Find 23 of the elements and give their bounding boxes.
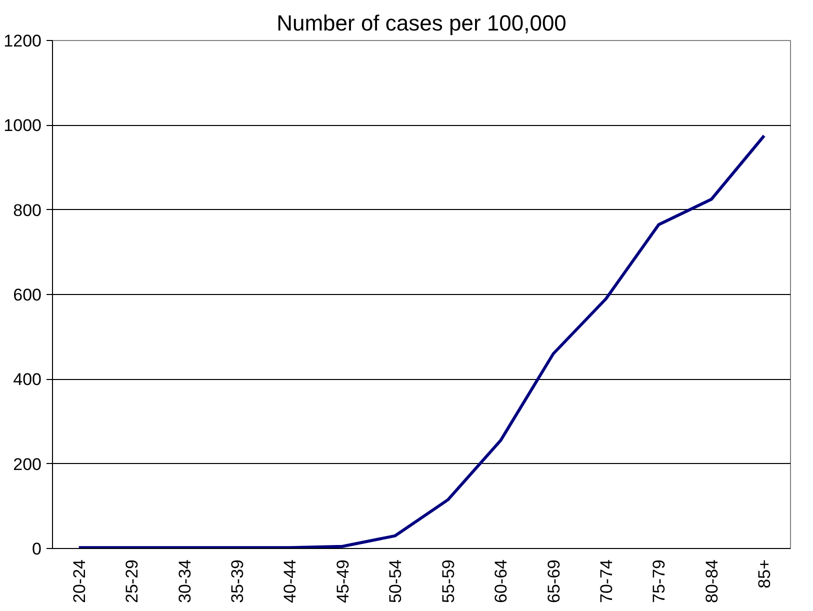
x-tick-label: 25-29 — [122, 559, 142, 603]
x-tick-label: 65-69 — [544, 559, 564, 603]
x-tick-label: 70-74 — [597, 559, 616, 603]
x-tick-label: 60-64 — [492, 559, 511, 603]
y-tick-label: 1200 — [4, 32, 42, 50]
y-tick-label: 600 — [13, 286, 42, 304]
x-tick-label: 75-79 — [650, 559, 669, 603]
y-tick-label: 800 — [13, 200, 42, 220]
x-tick-label: 50-54 — [386, 559, 406, 603]
x-tick-label: 40-44 — [280, 559, 300, 603]
x-tick-label: 20-24 — [70, 559, 89, 603]
x-tick-label: 55-59 — [438, 559, 458, 603]
y-tick-label: 1000 — [4, 116, 42, 136]
chart-title: Number of cases per 100,000 — [276, 10, 566, 36]
x-tick-label: 45-49 — [333, 559, 352, 603]
x-tick-label: 85+ — [755, 559, 774, 588]
y-tick-label: 200 — [13, 454, 42, 474]
x-tick-label: 35-39 — [228, 559, 247, 603]
y-tick-label: 0 — [32, 540, 42, 558]
x-tick-label: 30-34 — [175, 559, 194, 603]
line-series — [77, 134, 766, 548]
x-tick-label: 80-84 — [702, 559, 722, 603]
y-tick-label: 400 — [13, 370, 42, 390]
